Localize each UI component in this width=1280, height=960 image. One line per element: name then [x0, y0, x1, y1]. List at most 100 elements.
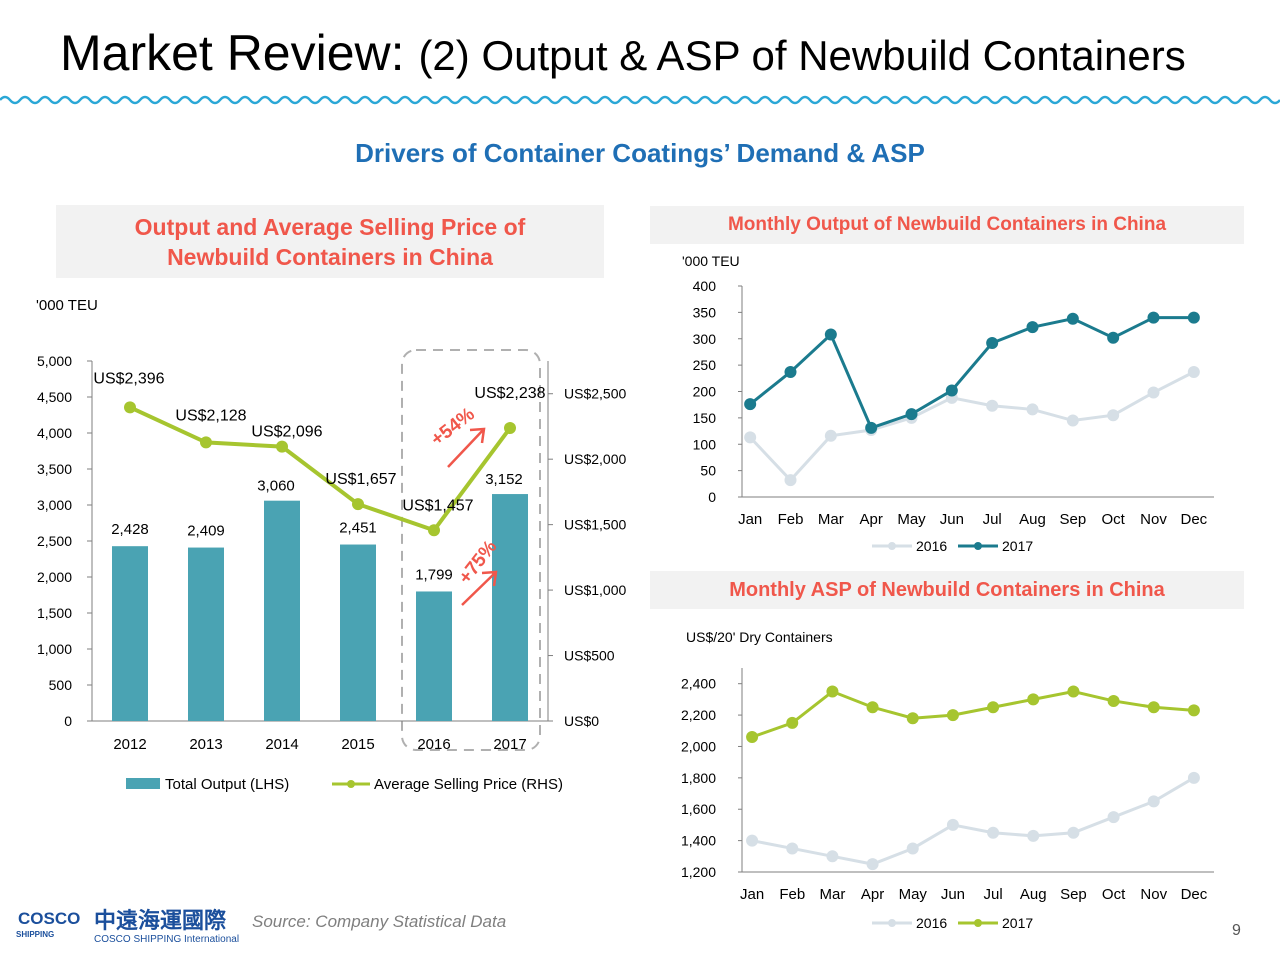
left-chart-title-line2: Newbuild Containers in China [167, 244, 493, 270]
right-y-tick-label: US$0 [564, 713, 599, 729]
series-point-2017 [865, 421, 878, 434]
legend-asp-label: Average Selling Price (RHS) [374, 776, 563, 793]
legend-marker-2017 [974, 542, 982, 550]
x-tick-label: Feb [778, 511, 804, 528]
output-bar-label: 2,451 [339, 520, 377, 537]
legend-label-2016: 2016 [916, 538, 947, 554]
x-tick-label: Sep [1059, 511, 1086, 528]
highlight-box [401, 349, 541, 751]
output-bar-label: 2,428 [111, 521, 149, 538]
logo-cosco-text: COSCO [18, 909, 80, 928]
series-point-2017 [986, 336, 999, 349]
source-note: Source: Company Statistical Data [252, 912, 507, 931]
asp-line [129, 405, 512, 533]
legend-marker-2017 [974, 919, 982, 927]
left-y-tick-label: 1,500 [37, 605, 72, 621]
page-number: 9 [1232, 922, 1241, 939]
left-y-tick-label: 500 [49, 677, 73, 693]
output-bar-label: 1,799 [415, 566, 453, 583]
series-line-2017 [749, 316, 1194, 430]
asp-growth-arrow [447, 427, 486, 468]
output-bar [112, 546, 148, 721]
y-tick-label: 350 [693, 304, 717, 320]
left-y-axis-unit: '000 TEU [36, 297, 98, 314]
asp-point [200, 436, 212, 449]
x-tick-label: Feb [779, 886, 805, 903]
series-point-2017 [946, 709, 959, 722]
output-bar [492, 494, 528, 721]
y-tick-label: 2,200 [681, 707, 716, 723]
x-tick-label: Sep [1060, 886, 1087, 903]
x-tick-label: 2016 [417, 736, 450, 753]
series-point-2016 [987, 826, 1000, 839]
right-y-tick-label: US$1,000 [564, 582, 626, 598]
asp-point [504, 422, 516, 435]
cosco-logo: COSCO SHIPPING 中遠海運國際 COSCO SHIPPING Int… [16, 908, 239, 945]
x-tick-label: Nov [1140, 886, 1167, 903]
series-point-2016 [744, 431, 757, 444]
left-y-tick-label: 5,000 [37, 353, 72, 369]
series-point-2016 [746, 834, 759, 847]
x-tick-label: Oct [1102, 886, 1126, 903]
series-point-2016 [1067, 826, 1080, 839]
y-tick-label: 150 [693, 410, 717, 426]
x-tick-label: Jul [983, 511, 1002, 528]
series-point-2017 [1026, 321, 1039, 334]
series-point-2016 [824, 429, 837, 442]
y-axis-unit: '000 TEU [682, 253, 740, 269]
y-tick-label: 1,800 [681, 770, 716, 786]
x-tick-label: 2017 [493, 736, 526, 753]
output-bar-label: 2,409 [187, 523, 225, 540]
series-point-2017 [1147, 701, 1160, 714]
x-tick-label: Apr [859, 511, 882, 528]
series-point-2017 [906, 712, 919, 725]
logo-shipping-text: SHIPPING [16, 930, 54, 939]
legend-output-label: Total Output (LHS) [165, 776, 289, 793]
y-axis-unit: US$/20' Dry Containers [686, 629, 833, 645]
series-point-2016 [906, 842, 919, 855]
left-y-tick-label: 4,000 [37, 425, 72, 441]
left-y-tick-label: 0 [64, 713, 72, 729]
series-point-2016 [946, 818, 959, 831]
asp-point-label: US$2,128 [175, 407, 246, 424]
series-point-2017 [786, 716, 799, 729]
y-tick-label: 50 [700, 463, 716, 479]
output-bar-label: 3,152 [485, 471, 523, 488]
x-tick-label: Apr [861, 886, 884, 903]
series-point-2017 [826, 685, 839, 698]
x-tick-label: Dec [1180, 511, 1207, 528]
wave-divider [0, 95, 1280, 105]
x-tick-label: May [899, 886, 928, 903]
series-point-2016 [1066, 414, 1079, 427]
series-line-2016 [749, 370, 1195, 483]
asp-point [352, 498, 364, 511]
series-point-2017 [824, 328, 837, 341]
left-chart-title: Output and Average Selling Price of Newb… [56, 205, 604, 278]
series-point-2016 [786, 842, 799, 855]
left-y-tick-label: 3,000 [37, 497, 72, 513]
series-point-2016 [1027, 829, 1040, 842]
legend-marker-2016 [888, 542, 896, 550]
x-tick-label: 2014 [265, 736, 298, 753]
series-point-2016 [1147, 795, 1160, 808]
x-tick-label: Aug [1019, 511, 1046, 528]
y-tick-label: 300 [693, 331, 717, 347]
series-point-2017 [784, 365, 797, 378]
series-point-2016 [1026, 403, 1039, 416]
asp-point [124, 401, 136, 414]
right-y-tick-label: US$2,000 [564, 451, 626, 467]
y-tick-label: 100 [693, 436, 717, 452]
series-point-2017 [1067, 685, 1080, 698]
y-tick-label: 200 [693, 384, 717, 400]
x-tick-label: Dec [1181, 886, 1208, 903]
monthly-output-title: Monthly Output of Newbuild Containers in… [650, 206, 1244, 244]
series-point-2016 [784, 474, 797, 487]
series-point-2017 [1066, 312, 1079, 325]
output-asp-chart: '000 TEU 0 500 1,000 1,500 2,000 2,500 3,000 3,5… [36, 297, 626, 793]
legend-output-swatch [126, 778, 160, 789]
y-tick-label: 1,600 [681, 801, 716, 817]
monthly-output-chart: '000 TEU 0 50 100 150 200 250 300 350 400 Jan Feb Ma… [682, 253, 1214, 554]
asp-point-label: US$1,657 [325, 471, 396, 488]
legend-label-2016: 2016 [916, 915, 947, 931]
output-growth-arrow [461, 570, 498, 606]
